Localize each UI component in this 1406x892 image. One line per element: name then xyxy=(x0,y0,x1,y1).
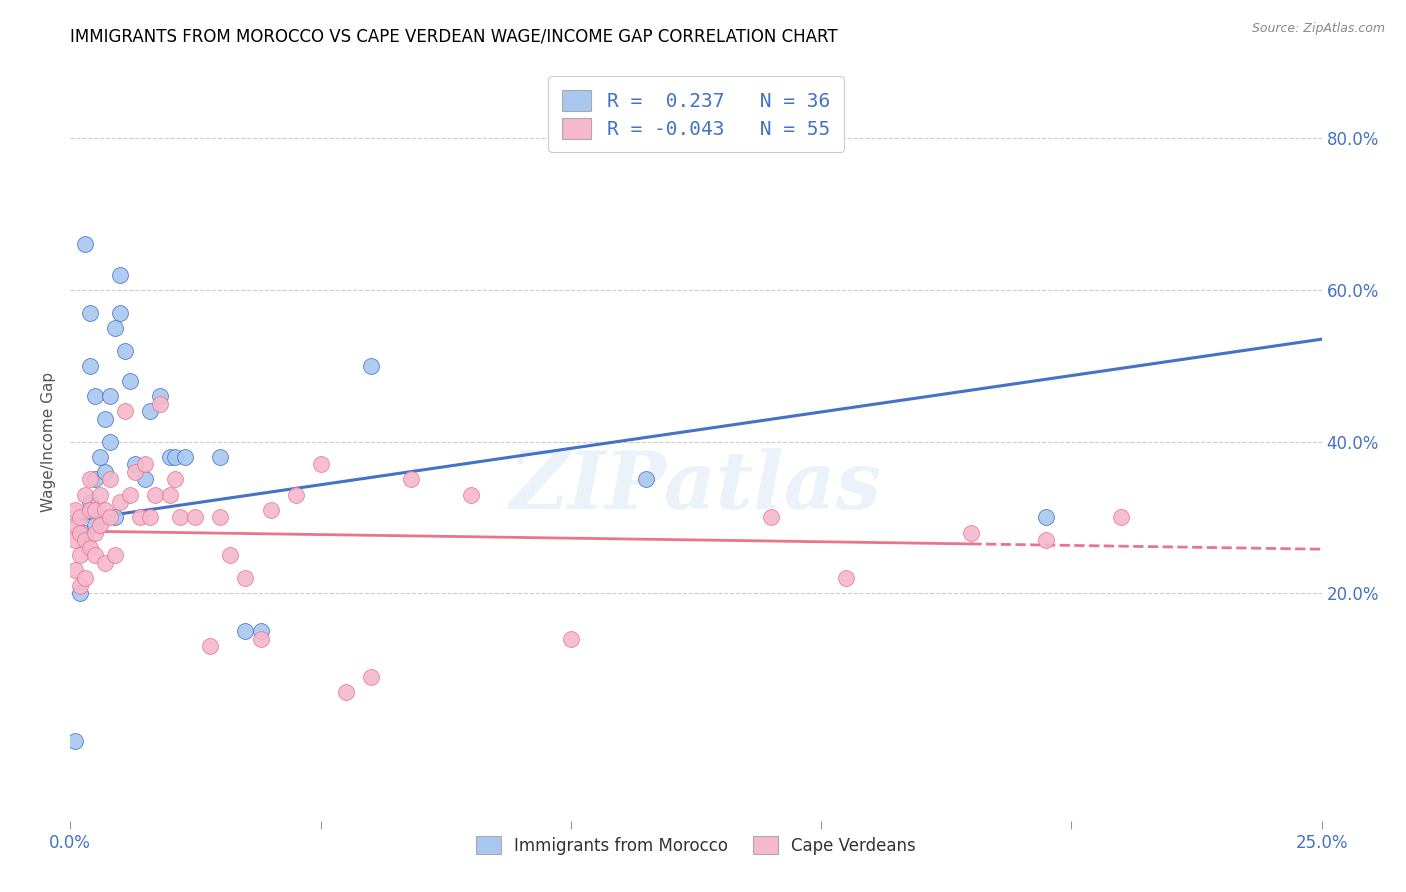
Point xyxy=(65,517,87,532)
Point xyxy=(960,525,983,540)
Point xyxy=(209,450,232,464)
Point xyxy=(98,434,121,449)
Point xyxy=(560,632,582,646)
Point xyxy=(360,669,382,684)
Point xyxy=(79,306,101,320)
Point xyxy=(89,487,111,501)
Point xyxy=(149,396,172,410)
Point xyxy=(634,473,657,487)
Point xyxy=(129,510,152,524)
Point xyxy=(1111,510,1133,524)
Point xyxy=(94,412,117,426)
Point xyxy=(75,533,97,547)
Point xyxy=(65,564,87,578)
Point xyxy=(460,487,482,501)
Point xyxy=(165,450,187,464)
Point xyxy=(84,473,107,487)
Point xyxy=(124,458,146,472)
Point xyxy=(835,571,858,585)
Point xyxy=(1035,510,1057,524)
Point xyxy=(84,525,107,540)
Point xyxy=(69,586,91,600)
Point xyxy=(65,503,87,517)
Legend: Immigrants from Morocco, Cape Verdeans: Immigrants from Morocco, Cape Verdeans xyxy=(470,830,922,862)
Point xyxy=(145,487,167,501)
Text: Source: ZipAtlas.com: Source: ZipAtlas.com xyxy=(1251,22,1385,36)
Point xyxy=(69,510,91,524)
Point xyxy=(79,541,101,555)
Point xyxy=(98,510,121,524)
Point xyxy=(84,389,107,403)
Point xyxy=(69,525,91,540)
Point xyxy=(174,450,197,464)
Point xyxy=(149,389,172,403)
Point xyxy=(209,510,232,524)
Point xyxy=(79,473,101,487)
Point xyxy=(335,685,357,699)
Point xyxy=(65,734,87,748)
Point xyxy=(84,517,107,532)
Point xyxy=(159,487,181,501)
Point xyxy=(309,458,332,472)
Point xyxy=(249,632,271,646)
Point xyxy=(165,473,187,487)
Point xyxy=(69,548,91,563)
Point xyxy=(399,473,422,487)
Point xyxy=(360,359,382,373)
Point xyxy=(134,458,156,472)
Point xyxy=(139,404,162,418)
Point xyxy=(759,510,782,524)
Text: ZIPatlas: ZIPatlas xyxy=(510,449,882,525)
Point xyxy=(84,548,107,563)
Point xyxy=(110,268,132,282)
Text: IMMIGRANTS FROM MOROCCO VS CAPE VERDEAN WAGE/INCOME GAP CORRELATION CHART: IMMIGRANTS FROM MOROCCO VS CAPE VERDEAN … xyxy=(70,28,838,45)
Point xyxy=(98,473,121,487)
Point xyxy=(75,487,97,501)
Point xyxy=(200,639,222,653)
Point xyxy=(89,510,111,524)
Point xyxy=(75,237,97,252)
Point xyxy=(104,548,127,563)
Point xyxy=(110,495,132,509)
Point xyxy=(79,503,101,517)
Point xyxy=(235,571,257,585)
Point xyxy=(104,320,127,334)
Point xyxy=(159,450,181,464)
Point xyxy=(94,465,117,479)
Y-axis label: Wage/Income Gap: Wage/Income Gap xyxy=(41,371,56,512)
Point xyxy=(110,306,132,320)
Point xyxy=(84,503,107,517)
Point xyxy=(75,571,97,585)
Point xyxy=(114,343,136,358)
Point xyxy=(284,487,307,501)
Point xyxy=(104,510,127,524)
Point xyxy=(98,389,121,403)
Point xyxy=(219,548,242,563)
Point xyxy=(139,510,162,524)
Point xyxy=(69,525,91,540)
Point xyxy=(235,624,257,639)
Point xyxy=(89,517,111,532)
Point xyxy=(79,359,101,373)
Point xyxy=(169,510,191,524)
Point xyxy=(75,525,97,540)
Point xyxy=(184,510,207,524)
Point xyxy=(124,465,146,479)
Point xyxy=(259,503,281,517)
Point xyxy=(69,579,91,593)
Point xyxy=(79,495,101,509)
Point xyxy=(120,374,142,388)
Point xyxy=(65,533,87,547)
Point xyxy=(114,404,136,418)
Point xyxy=(94,556,117,570)
Point xyxy=(249,624,271,639)
Point xyxy=(89,450,111,464)
Point xyxy=(1035,533,1057,547)
Point xyxy=(120,487,142,501)
Point xyxy=(94,503,117,517)
Point xyxy=(134,473,156,487)
